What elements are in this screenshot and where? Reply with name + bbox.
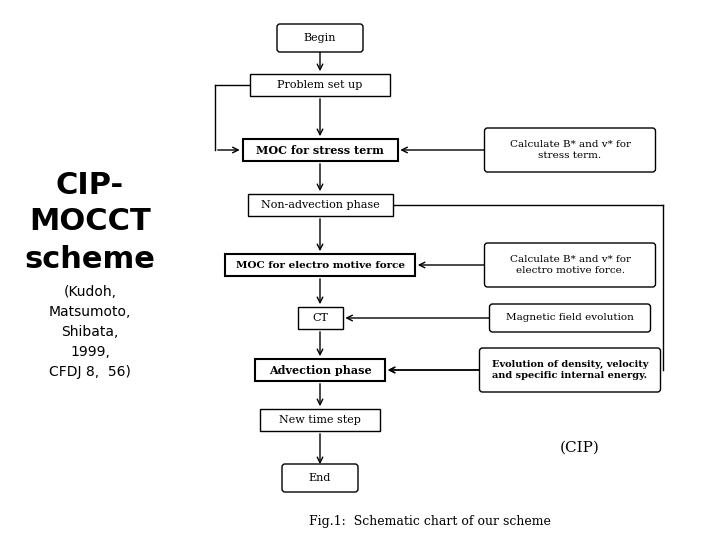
Text: Non-advection phase: Non-advection phase	[261, 200, 379, 210]
Text: End: End	[309, 473, 331, 483]
Text: Problem set up: Problem set up	[277, 80, 363, 90]
Text: (CIP): (CIP)	[560, 441, 600, 455]
FancyBboxPatch shape	[282, 464, 358, 492]
FancyBboxPatch shape	[243, 139, 397, 161]
FancyBboxPatch shape	[277, 24, 363, 52]
FancyBboxPatch shape	[248, 194, 392, 216]
Text: New time step: New time step	[279, 415, 361, 425]
Text: 1999,: 1999,	[70, 345, 110, 359]
FancyBboxPatch shape	[480, 348, 660, 392]
Text: Matsumoto,: Matsumoto,	[49, 305, 131, 319]
FancyBboxPatch shape	[490, 304, 650, 332]
Text: MOC for electro motive force: MOC for electro motive force	[235, 260, 405, 269]
Text: Evolution of density, velocity
and specific internal energy.: Evolution of density, velocity and speci…	[492, 360, 648, 380]
Text: Fig.1:  Schematic chart of our scheme: Fig.1: Schematic chart of our scheme	[309, 516, 551, 529]
Text: CFDJ 8,  56): CFDJ 8, 56)	[49, 365, 131, 379]
Text: Begin: Begin	[304, 33, 336, 43]
Text: Shibata,: Shibata,	[61, 325, 119, 339]
Text: MOCCT: MOCCT	[29, 207, 151, 237]
Text: (Kudoh,: (Kudoh,	[63, 285, 117, 299]
Text: scheme: scheme	[24, 245, 156, 273]
FancyBboxPatch shape	[297, 307, 343, 329]
FancyBboxPatch shape	[250, 74, 390, 96]
Text: Magnetic field evolution: Magnetic field evolution	[506, 314, 634, 322]
FancyBboxPatch shape	[260, 409, 380, 431]
FancyBboxPatch shape	[255, 359, 385, 381]
FancyBboxPatch shape	[485, 243, 655, 287]
Text: Calculate B* and v* for
electro motive force.: Calculate B* and v* for electro motive f…	[510, 255, 631, 275]
Text: Calculate B* and v* for
stress term.: Calculate B* and v* for stress term.	[510, 140, 631, 160]
Text: MOC for stress term: MOC for stress term	[256, 145, 384, 156]
FancyBboxPatch shape	[485, 128, 655, 172]
FancyBboxPatch shape	[225, 254, 415, 276]
Text: Advection phase: Advection phase	[269, 364, 372, 375]
Text: CT: CT	[312, 313, 328, 323]
Text: CIP-: CIP-	[56, 171, 124, 199]
